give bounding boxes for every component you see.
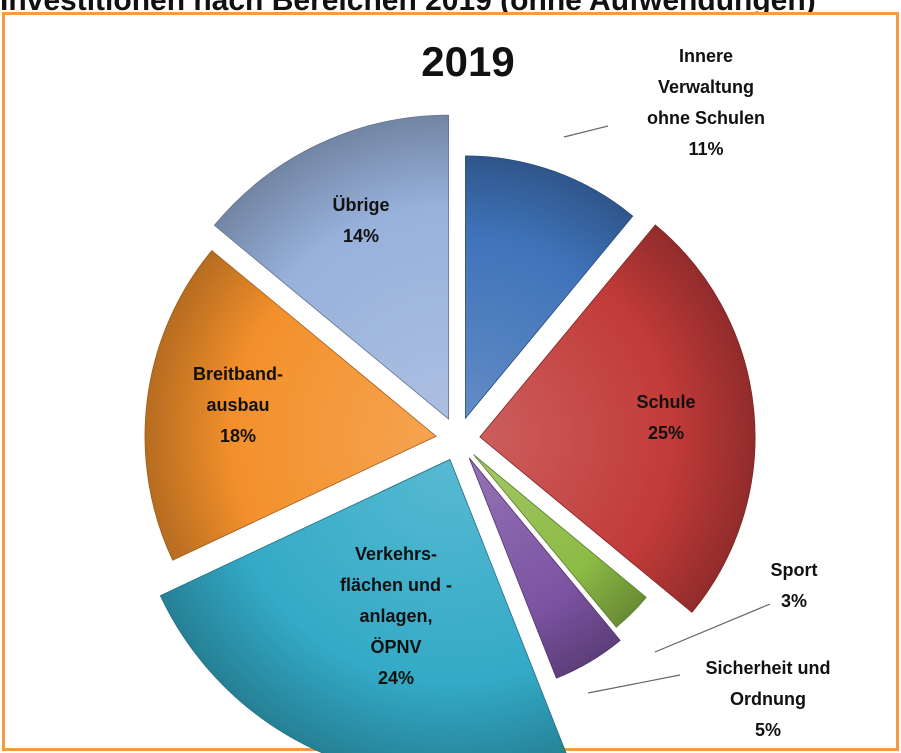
pie-slice: [144, 250, 437, 561]
slice-name-label: Sport: [771, 560, 818, 580]
clipped-page-heading: Investitionen nach Bereichen 2019 (ohne …: [0, 0, 901, 12]
pie-slices: [144, 114, 756, 753]
slice-value-label: 5%: [755, 720, 781, 740]
slice-value-label: 11%: [688, 139, 723, 159]
slice-name-label: anlagen,: [359, 606, 432, 626]
slice-labels: Innere Verwaltung ohne Schulen 11% Schule 25%…: [193, 46, 831, 740]
slice-name-label: ausbau: [206, 395, 269, 415]
pie-slice: [213, 114, 450, 420]
leader-line: [587, 674, 681, 694]
slice-label: Breitband-ausbau 18%: [193, 364, 283, 446]
slice-value-label: 3%: [781, 591, 807, 611]
slice-value-label: 14%: [343, 226, 379, 246]
slice-name-label: Sicherheit und: [705, 658, 830, 678]
slice-value-label: 18%: [220, 426, 256, 446]
slice-value-label: 24%: [378, 668, 414, 688]
slice-label: Innere Verwaltung ohne Schulen 11%: [647, 46, 765, 159]
slice-name-label: ÖPNV: [370, 637, 421, 657]
pie-slice: [479, 224, 756, 613]
slice-label: Schule 25%: [636, 392, 695, 443]
pie-slice: [468, 457, 621, 679]
slice-name-label: Innere: [679, 46, 733, 66]
slice-name-label: Übrige: [332, 195, 389, 215]
slice-label: Übrige 14%: [332, 195, 389, 246]
slice-name-label: ohne Schulen: [647, 108, 765, 128]
chart-title: 2019: [421, 38, 514, 85]
slice-name-label: Ordnung: [730, 689, 806, 709]
slice-label: Sicherheit und Ordnung 5%: [705, 658, 830, 740]
pie-slice: [465, 155, 634, 420]
leader-line: [654, 603, 771, 653]
slice-value-label: 25%: [648, 423, 684, 443]
pie-slice: [473, 454, 647, 628]
slice-name-label: flächen und -: [340, 575, 452, 595]
slice-label: Verkehrs-flächen und - anlagen, ÖPNV 24%: [340, 544, 452, 688]
slice-name-label: Schule: [636, 392, 695, 412]
slice-name-label: Breitband-: [193, 364, 283, 384]
pie-slice: [159, 458, 567, 753]
slice-label: Sport 3%: [771, 560, 818, 611]
leader-line: [563, 125, 609, 138]
slice-name-label: Verkehrs-: [355, 544, 437, 564]
leader-lines: [563, 125, 771, 694]
slice-name-label: Verwaltung: [658, 77, 754, 97]
